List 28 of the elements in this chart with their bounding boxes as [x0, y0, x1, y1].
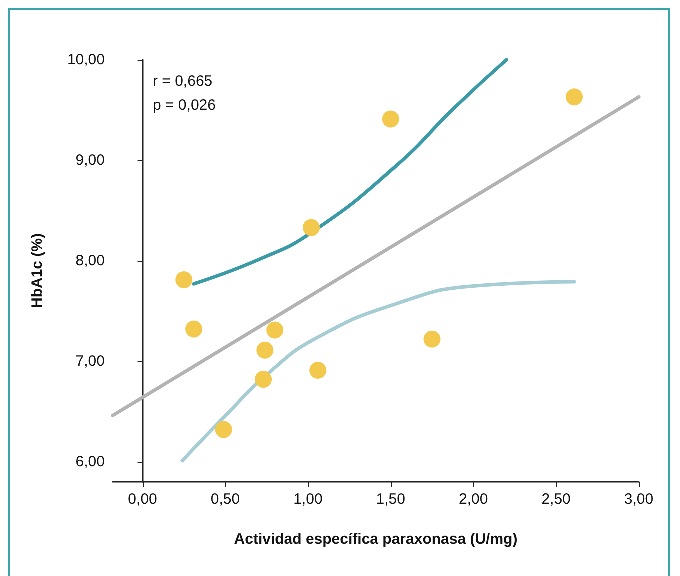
y-tick-label: 8,00 [76, 252, 105, 270]
x-tick-label: 0,50 [210, 491, 240, 508]
point [303, 219, 320, 236]
annotation: p = 0,026 [153, 97, 216, 114]
x-axis-title: Actividad específica paraxonasa (U/mg) [234, 531, 518, 548]
point [424, 330, 441, 348]
point [186, 320, 203, 338]
point [176, 272, 193, 289]
y-tick-label: 7,00 [76, 352, 105, 370]
x-tick-label: 1,00 [294, 491, 323, 508]
point [310, 362, 327, 379]
x-tick-label: 2,50 [542, 491, 571, 508]
point [255, 371, 272, 388]
point [566, 88, 583, 106]
y-tick-label: 9,00 [76, 152, 105, 169]
point [382, 110, 400, 128]
y-axis-title: HbA1c (%) [29, 233, 46, 309]
x-tick-label: 1,50 [376, 491, 406, 508]
x-tick-label: 3,00 [624, 491, 654, 508]
y-tick-label: 10,00 [67, 52, 105, 68]
point [256, 342, 274, 359]
point [266, 322, 284, 339]
point [215, 421, 232, 438]
line-series [180, 280, 576, 463]
x-tick-label: 0,00 [128, 491, 158, 508]
y-tick-label: 6,00 [76, 453, 105, 470]
x-tick-label: 2,00 [458, 491, 488, 508]
annotation: r = 0,665 [153, 73, 213, 90]
